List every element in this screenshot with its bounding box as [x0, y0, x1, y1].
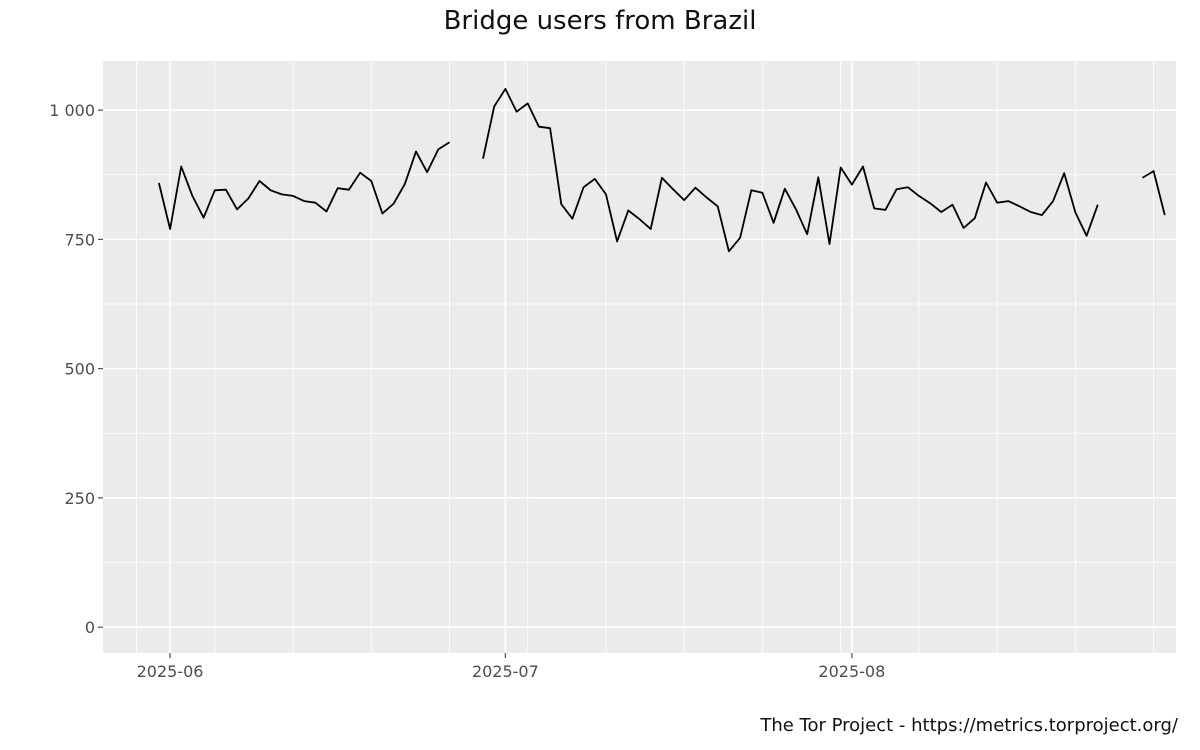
minor-gridlines — [103, 61, 1176, 653]
x-tick-label: 2025-08 — [818, 662, 885, 681]
y-tick-label: 750 — [64, 230, 95, 249]
chart-title: Bridge users from Brazil — [443, 6, 757, 36]
plot-panel — [103, 61, 1176, 653]
y-tick-label: 1 000 — [49, 101, 95, 120]
series-line-segment — [1142, 170, 1166, 216]
series-line-segment — [482, 88, 1099, 253]
x-tick-label: 2025-06 — [137, 662, 204, 681]
source-credit: The Tor Project - https://metrics.torpro… — [760, 715, 1178, 736]
series-line-segment — [158, 141, 450, 230]
y-axis: 0 250 500 750 1 000 — [49, 101, 103, 637]
x-tick-label: 2025-07 — [472, 662, 539, 681]
y-tick-label: 0 — [85, 618, 95, 637]
data-lines — [158, 88, 1166, 253]
major-gridlines — [103, 61, 1176, 653]
y-tick-label: 500 — [64, 360, 95, 379]
x-axis: 2025-06 2025-07 2025-08 — [137, 653, 885, 681]
y-tick-label: 250 — [64, 489, 95, 508]
